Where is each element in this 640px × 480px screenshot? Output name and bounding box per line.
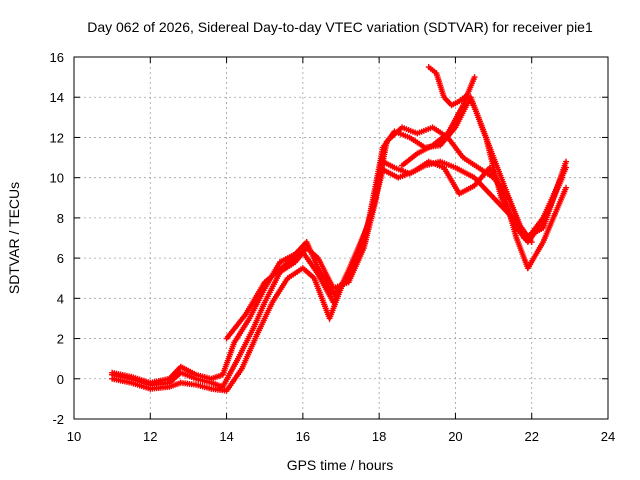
data-series	[109, 64, 570, 394]
grid-lines	[74, 57, 608, 419]
x-tick-label: 12	[143, 429, 157, 444]
y-tick-label: 6	[57, 251, 64, 266]
axis-ticks	[73, 56, 609, 420]
series-track-5	[425, 64, 535, 246]
x-tick-label: 14	[219, 429, 233, 444]
y-tick-label: 10	[50, 171, 64, 186]
x-tick-label: 18	[372, 429, 386, 444]
data-point	[528, 239, 535, 246]
data-point	[559, 174, 566, 181]
data-point	[471, 74, 478, 81]
x-tick-label: 20	[448, 429, 462, 444]
y-tick-label: 12	[50, 130, 64, 145]
x-tick-label: 24	[601, 429, 615, 444]
y-tick-label: -2	[52, 412, 64, 427]
y-tick-label: 0	[57, 372, 64, 387]
x-tick-label: 22	[524, 429, 538, 444]
x-axis-label: GPS time / hours	[287, 457, 394, 473]
y-tick-label: 14	[50, 90, 64, 105]
x-tick-label: 16	[296, 429, 310, 444]
y-tick-label: 16	[50, 50, 64, 65]
data-point	[563, 158, 570, 165]
x-tick-labels: 10 12 14 16 18 20 22 24	[67, 429, 615, 444]
y-tick-label: 8	[57, 211, 64, 226]
chart-title: Day 062 of 2026, Sidereal Day-to-day VTE…	[87, 19, 593, 35]
y-tick-label: 4	[57, 291, 64, 306]
y-axis-label: SDTVAR / TECUs	[6, 182, 22, 294]
y-tick-label: 2	[57, 332, 64, 347]
series-track-6	[399, 74, 478, 169]
x-tick-label: 10	[67, 429, 81, 444]
plot-frame	[73, 56, 609, 420]
y-tick-labels: -2 0 2 4 6 8 10 12 14 16	[50, 50, 64, 427]
data-point	[563, 184, 570, 191]
